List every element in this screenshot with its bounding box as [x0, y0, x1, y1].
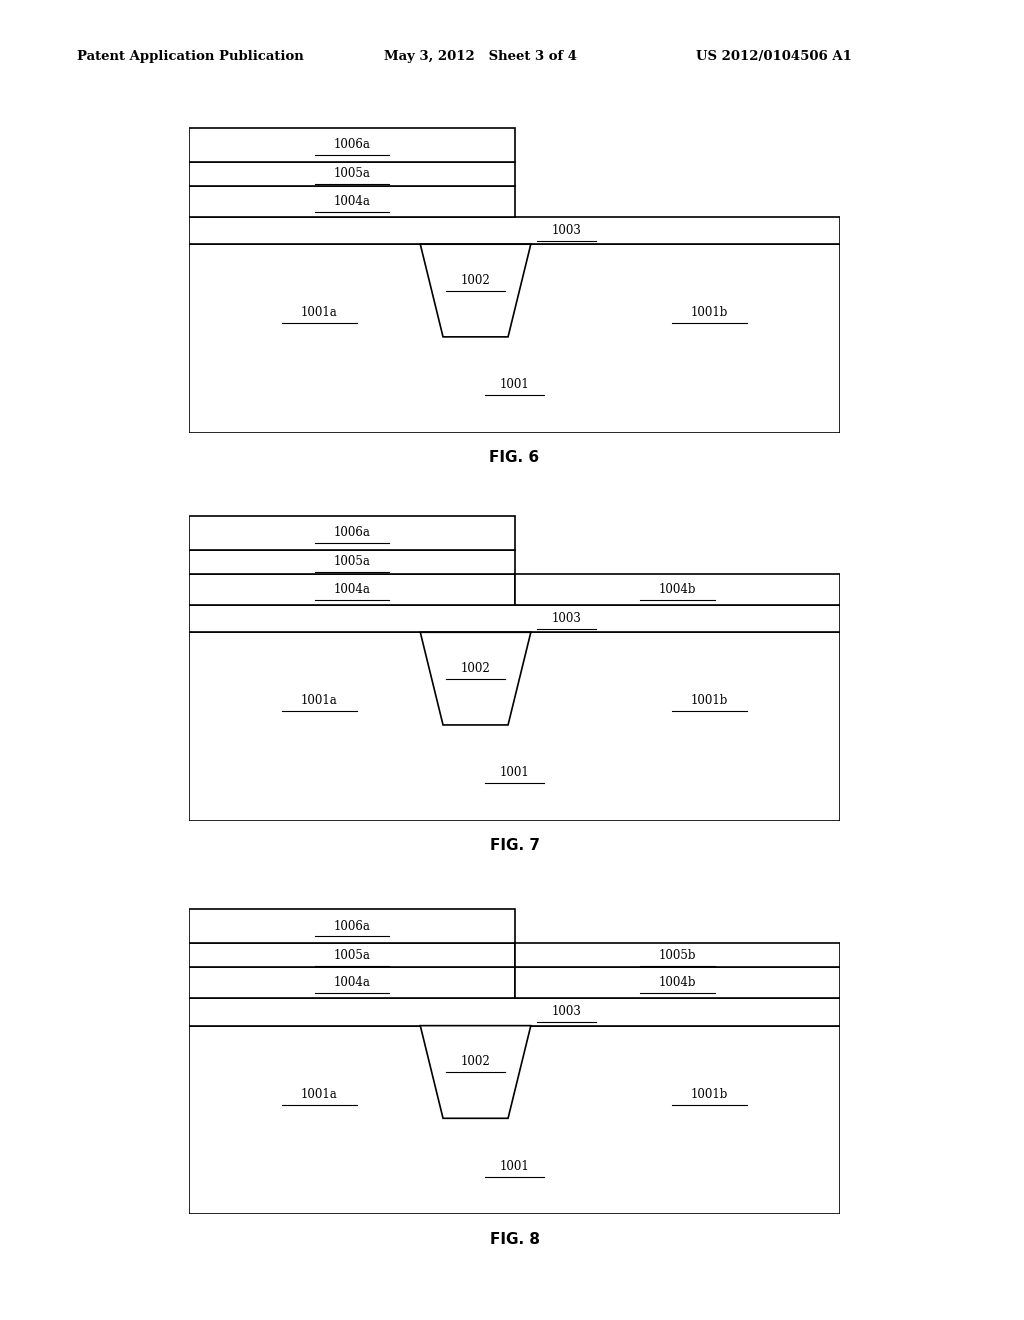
Bar — [189, 550, 514, 574]
Bar — [189, 128, 514, 162]
Text: 1004a: 1004a — [334, 195, 371, 207]
Text: FIG. 6: FIG. 6 — [489, 450, 540, 465]
Bar — [514, 968, 840, 998]
Text: 1001a: 1001a — [301, 306, 338, 319]
Bar — [189, 186, 514, 216]
Text: 1006a: 1006a — [334, 527, 371, 540]
Bar — [189, 574, 514, 605]
Bar — [189, 944, 514, 968]
Text: 1001a: 1001a — [301, 694, 338, 708]
Text: 1005a: 1005a — [334, 949, 371, 962]
Polygon shape — [420, 244, 530, 337]
Polygon shape — [420, 1026, 530, 1118]
Text: 1002: 1002 — [461, 1055, 490, 1068]
Bar — [189, 998, 840, 1026]
Bar — [514, 574, 840, 605]
Text: FIG. 8: FIG. 8 — [489, 1232, 540, 1246]
Text: US 2012/0104506 A1: US 2012/0104506 A1 — [696, 50, 852, 63]
Text: 1004b: 1004b — [658, 583, 696, 595]
Text: 1001: 1001 — [500, 379, 529, 392]
Text: 1005a: 1005a — [334, 556, 371, 569]
Text: 1001a: 1001a — [301, 1088, 338, 1101]
Text: 1003: 1003 — [552, 224, 582, 238]
Bar — [189, 1026, 840, 1214]
Text: 1004b: 1004b — [658, 977, 696, 989]
Text: 1005a: 1005a — [334, 168, 371, 181]
Text: 1001b: 1001b — [691, 1088, 728, 1101]
Bar — [189, 162, 514, 186]
Text: 1002: 1002 — [461, 661, 490, 675]
Bar — [189, 605, 840, 632]
Text: 1001: 1001 — [500, 1160, 529, 1173]
Text: 1003: 1003 — [552, 1006, 582, 1019]
Bar — [189, 216, 840, 244]
Text: 1005b: 1005b — [658, 949, 696, 962]
Bar — [189, 632, 840, 821]
Bar — [514, 944, 840, 968]
Bar — [189, 516, 514, 550]
Text: 1004a: 1004a — [334, 583, 371, 595]
Text: 1006a: 1006a — [334, 139, 371, 152]
Text: FIG. 7: FIG. 7 — [489, 838, 540, 853]
Polygon shape — [420, 632, 530, 725]
Text: 1001: 1001 — [500, 767, 529, 780]
Bar — [189, 968, 514, 998]
Text: 1003: 1003 — [552, 612, 582, 626]
Text: 1004a: 1004a — [334, 977, 371, 989]
Bar — [189, 244, 840, 433]
Text: 1001b: 1001b — [691, 306, 728, 319]
Text: 1002: 1002 — [461, 273, 490, 286]
Text: 1001b: 1001b — [691, 694, 728, 708]
Text: 1006a: 1006a — [334, 920, 371, 933]
Text: May 3, 2012   Sheet 3 of 4: May 3, 2012 Sheet 3 of 4 — [384, 50, 577, 63]
Bar — [189, 909, 514, 944]
Text: Patent Application Publication: Patent Application Publication — [77, 50, 303, 63]
